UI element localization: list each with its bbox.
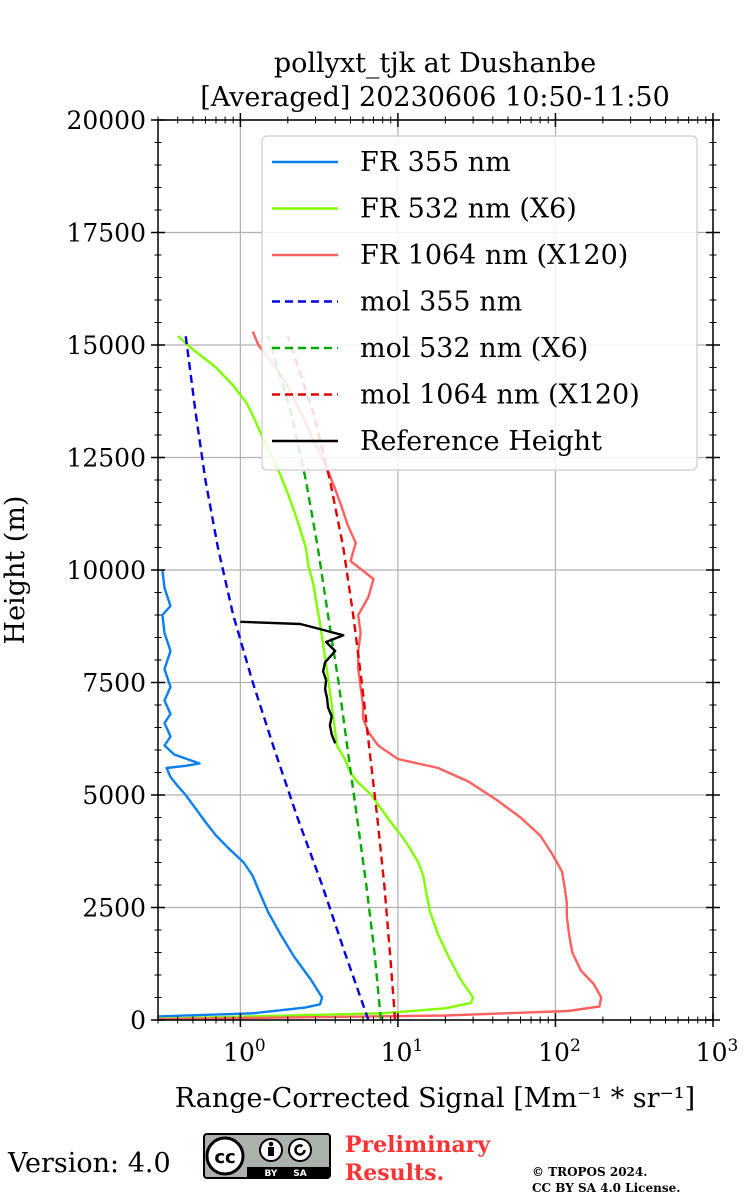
copyright-notice: © TROPOS 2024. CC BY SA 4.0 License. bbox=[532, 1164, 680, 1196]
x-tick-labels: 100 101 102 103 bbox=[223, 1036, 738, 1067]
preliminary-results-notice: Preliminary Results. bbox=[345, 1131, 490, 1187]
x-tick-label: 103 bbox=[696, 1036, 739, 1067]
legend-label: Reference Height bbox=[360, 426, 602, 457]
cc-by-sa-badge[interactable]: cc BY SA bbox=[203, 1133, 331, 1179]
y-tick-label: 17500 bbox=[66, 219, 146, 248]
y-tick-label: 10000 bbox=[66, 556, 146, 585]
y-tick-label: 0 bbox=[130, 1006, 146, 1035]
y-tick-label: 15000 bbox=[66, 331, 146, 360]
legend: FR 355 nm FR 532 nm (X6) FR 1064 nm (X120)… bbox=[261, 135, 698, 471]
sa-label: SA bbox=[293, 1169, 306, 1179]
legend-box bbox=[261, 135, 698, 471]
version-label: Version: 4.0 bbox=[8, 1148, 171, 1179]
legend-label: mol 532 nm (X6) bbox=[360, 333, 588, 364]
legend-label: FR 1064 nm (X120) bbox=[360, 240, 628, 271]
legend-label: FR 532 nm (X6) bbox=[360, 194, 577, 225]
series-line bbox=[266, 335, 383, 1021]
y-tick-label: 5000 bbox=[82, 781, 146, 810]
series-line bbox=[286, 335, 397, 1021]
x-tick-label: 101 bbox=[381, 1036, 424, 1067]
y-tick-label: 7500 bbox=[82, 669, 146, 698]
copyright-line1: © TROPOS 2024. bbox=[532, 1165, 648, 1179]
copyright-line2: CC BY SA 4.0 License. bbox=[532, 1181, 681, 1195]
chart-title-line2: [Averaged] 20230606 10:50-11:50 bbox=[200, 82, 670, 113]
axis-ticks bbox=[151, 113, 720, 1027]
x-axis-label: Range-Corrected Signal [Mm⁻¹ * sr⁻¹] bbox=[175, 1083, 695, 1114]
y-tick-label: 20000 bbox=[66, 106, 146, 135]
legend-label: FR 355 nm bbox=[360, 147, 511, 178]
legend-label: mol 355 nm bbox=[360, 287, 522, 318]
series-line bbox=[157, 569, 324, 1018]
y-tick-label: 2500 bbox=[82, 894, 146, 923]
legend-label: mol 1064 nm (X120) bbox=[360, 380, 640, 411]
chart-title-line1: pollyxt_tjk at Dushanbe bbox=[274, 48, 596, 79]
by-label: BY bbox=[265, 1169, 278, 1179]
cc-icon-text: cc bbox=[214, 1147, 235, 1168]
x-tick-label: 100 bbox=[223, 1036, 266, 1067]
y-tick-labels: 0 2500 5000 7500 10000 12500 15000 17500 20000 bbox=[66, 106, 146, 1035]
y-tick-label: 12500 bbox=[66, 444, 146, 473]
sa-share-alike-icon bbox=[288, 1138, 312, 1162]
cc-icon bbox=[205, 1136, 245, 1176]
preliminary-line2: Results. bbox=[345, 1160, 445, 1186]
series-line bbox=[184, 335, 370, 1021]
preliminary-line1: Preliminary bbox=[345, 1132, 491, 1158]
series-line bbox=[240, 620, 345, 744]
x-tick-label: 102 bbox=[538, 1036, 581, 1067]
y-axis-label: Height (m) bbox=[0, 496, 31, 645]
